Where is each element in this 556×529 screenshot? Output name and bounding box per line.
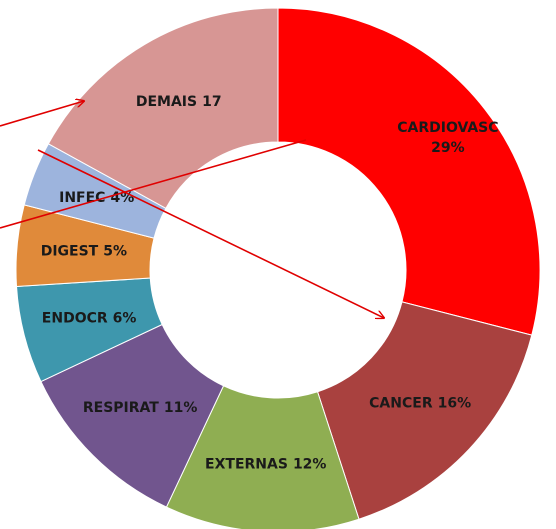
slice-label: ENDOCR 6% [42,310,137,326]
arrow-line [0,139,307,229]
donut [15,7,541,529]
slice [316,301,533,520]
annotation-arrows [0,101,384,318]
value-label: 29% [431,140,465,156]
category-label: DIGEST [41,244,99,260]
value-label: 12% [293,457,327,473]
value-label: 5% [103,244,127,260]
arrow [37,149,384,318]
category-label: CANCER [369,395,433,411]
labels: CARDIOVASC 29% CANCER 16% EXTERNAS 12% RESPIRA… [41,94,499,472]
category-label: EXTERNAS [205,457,288,473]
slice-label: DEMAIS 17 [136,94,222,110]
slice [277,7,541,336]
arrow [0,101,84,127]
slice-label: RESPIRAT 11% [83,400,198,416]
category-label: DEMAIS [136,94,197,110]
slice-label: DIGEST 5% [41,244,127,260]
value-label: 17 [202,94,221,110]
category-label: INFEC [59,190,105,206]
slice-label: EXTERNAS 12% [205,457,326,473]
slice [47,7,279,210]
slice-label: CANCER 16% [369,395,471,411]
slice-label: CARDIOVASC 29% [397,120,498,156]
category-label: CARDIOVASC [397,120,498,136]
category-label: RESPIRAT [83,400,159,416]
category-label: ENDOCR [42,310,108,326]
value-label: 11% [164,400,198,416]
value-label: 6% [113,310,137,326]
value-label: 16% [438,395,472,411]
